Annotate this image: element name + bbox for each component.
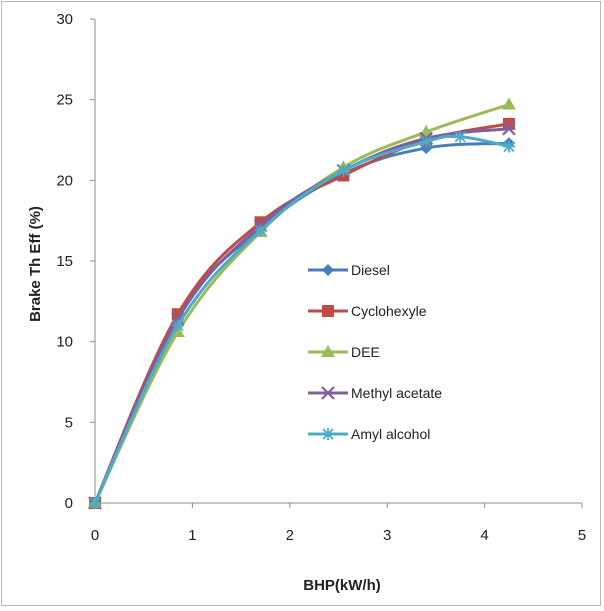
data-point (502, 140, 515, 153)
data-point (501, 97, 516, 110)
legend-item: DEE (308, 344, 380, 360)
legend-marker (321, 345, 335, 357)
x-tick-label: 5 (578, 527, 586, 544)
y-axis-title: Brake Th Eff (%) (27, 206, 44, 322)
x-axis-ticks: 0 1 2 3 4 5 (91, 503, 586, 544)
data-point (254, 216, 267, 229)
x-tick-label: 2 (286, 527, 294, 544)
series-line (93, 134, 510, 504)
legend-label: DEE (351, 344, 380, 360)
data-point (171, 312, 185, 326)
legend-label: Cyclohexyle (351, 303, 427, 319)
legend-marker (322, 305, 334, 317)
y-tick-label: 0 (65, 495, 73, 512)
x-tick-label: 3 (383, 527, 391, 544)
data-point (254, 224, 267, 237)
y-tick-label: 30 (56, 11, 73, 28)
legend-item: Diesel (308, 262, 390, 278)
series-amyl-alcohol (89, 130, 515, 509)
data-point (502, 121, 516, 136)
legend-marker (322, 264, 334, 276)
y-tick-label: 15 (56, 253, 73, 270)
series-line (93, 127, 510, 504)
data-point (337, 164, 350, 177)
data-point (171, 319, 184, 332)
y-tick-label: 25 (56, 92, 73, 109)
y-tick-label: 5 (65, 414, 73, 431)
axes (94, 19, 582, 504)
legend-marker (321, 386, 335, 400)
legend-item: Amyl alcohol (308, 426, 430, 442)
series-line (93, 103, 510, 504)
legend-item: Methyl acetate (308, 385, 442, 401)
data-point (420, 135, 433, 148)
legend-label: Diesel (351, 262, 390, 278)
data-point (454, 130, 467, 143)
x-axis-title: BHP(kW/h) (303, 577, 381, 594)
y-tick-label: 10 (56, 334, 73, 351)
series-group (88, 97, 516, 510)
series-cyclohexyle (89, 117, 515, 509)
legend-label: Amyl alcohol (351, 426, 430, 442)
y-tick-label: 20 (56, 172, 73, 189)
legend: Diesel Cyclohexyle DEE Methyl acetate Amyl a… (308, 262, 442, 442)
x-tick-label: 0 (91, 527, 99, 544)
series-methyl-acetate (88, 121, 516, 510)
legend-label: Methyl acetate (351, 385, 442, 401)
legend-marker (322, 428, 334, 440)
data-point (89, 497, 101, 509)
x-tick-label: 1 (188, 527, 196, 544)
series-dee (88, 97, 516, 508)
legend-item: Cyclohexyle (308, 303, 427, 319)
series-line (93, 122, 510, 504)
y-axis-ticks: 0 5 10 15 20 25 30 (56, 11, 95, 512)
x-tick-label: 4 (480, 527, 488, 544)
